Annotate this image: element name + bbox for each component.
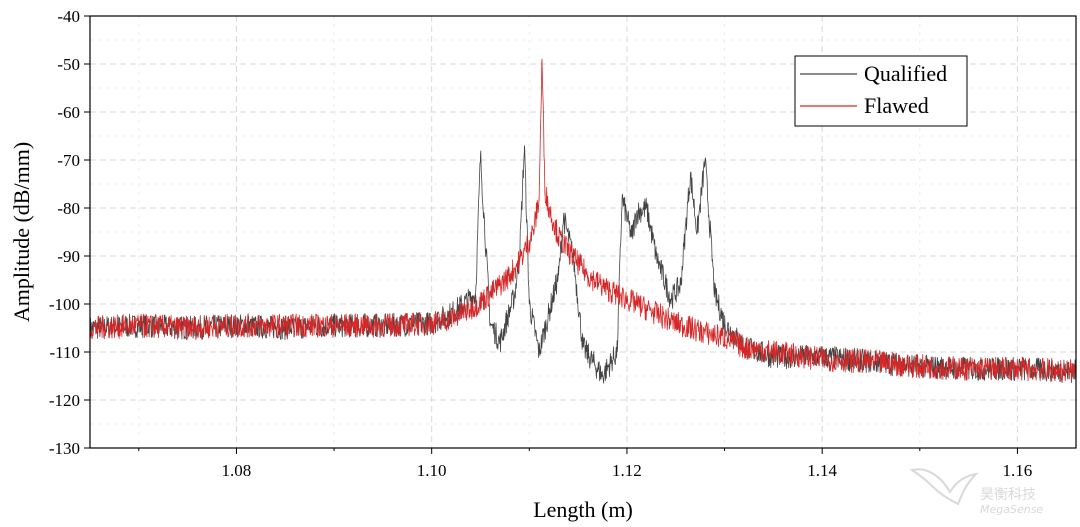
y-tick-label: -130 [49,439,80,458]
watermark: 昊衡科技 MegaSense [909,468,1043,516]
watermark-line2: MegaSense [980,503,1043,516]
legend-label-qualified: Qualified [864,61,947,86]
series-qualified [89,145,1077,384]
bird-logo-icon [909,468,979,506]
y-tick-label: -90 [57,247,80,266]
watermark-line1: 昊衡科技 [980,487,1036,503]
grid [90,15,1076,449]
y-tick-label: -60 [57,103,80,122]
y-tick-label: -120 [49,391,80,410]
y-tick-label: -40 [57,7,80,26]
plot-area [89,58,1077,384]
y-tick-label: -70 [57,151,80,170]
x-axis-title: Length (m) [533,497,633,522]
series-line-flawed [89,58,1077,383]
y-axis-title: Amplitude (dB/mm) [9,142,34,322]
series-line-qualified [89,145,1077,384]
x-axis: 1.08 1.10 1.12 1.14 1.16 [138,448,1033,480]
y-tick-label: -80 [57,199,80,218]
x-tick-label: 1.08 [222,461,252,480]
legend-box [794,55,968,127]
series-flawed [89,58,1077,383]
x-tick-label: 1.16 [1003,461,1033,480]
x-tick-label: 1.10 [417,461,447,480]
x-tick-label: 1.12 [612,461,642,480]
plot-frame [89,15,1077,449]
legend-label-flawed: Flawed [864,93,929,118]
y-tick-label: -50 [57,55,80,74]
y-tick-label: -110 [49,343,80,362]
y-axis: -40 -50 -60 -70 -80 -90 -100 -110 -120 -130 [49,7,90,458]
y-tick-label: -100 [49,295,80,314]
x-tick-label: 1.14 [807,461,837,480]
legend: Qualified Flawed [794,55,968,127]
